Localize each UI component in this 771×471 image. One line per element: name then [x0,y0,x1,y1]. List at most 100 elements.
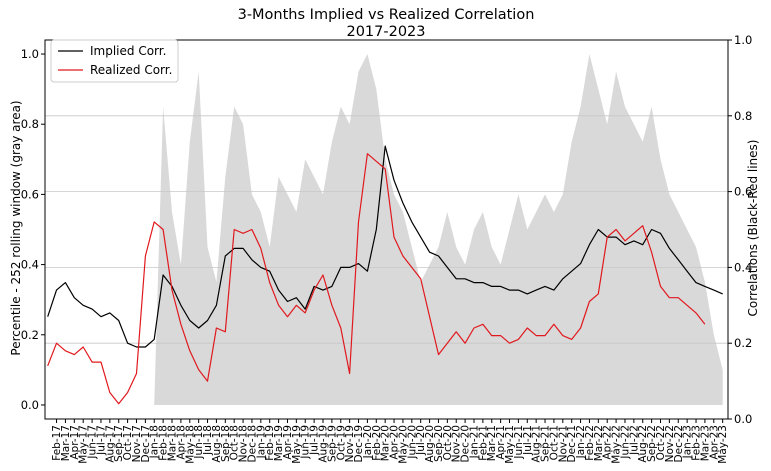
left-axis-title: Percentile - 252 rolling window (gray ar… [9,100,23,355]
x-tick-label: Dec-18 [246,425,258,462]
x-tick-label: Aug-18 [211,425,223,463]
x-tick-label: Jun-22 [620,425,632,460]
left-tick-label: 0.8 [21,117,39,131]
x-tick-label: Nov-18 [238,425,250,462]
legend-implied-label: Implied Corr. [90,44,166,58]
x-tick-label: Jan-21 [469,425,481,459]
x-tick-label: May-21 [504,425,516,464]
x-tick-label: Feb-21 [477,425,489,461]
x-tick-label: Mar-18 [167,425,179,461]
x-tick-label: Nov-19 [344,425,356,462]
x-tick-label: Jul-20 [415,425,427,456]
axes [44,39,729,420]
right-tick-label: 0.8 [734,109,752,123]
x-tick-label: Dec-20 [460,425,472,462]
x-tick-label: Feb-17 [51,425,63,461]
x-tick-label: Jul-22 [628,425,640,456]
x-tick-label: Nov-22 [664,425,676,462]
x-tick-label: Oct-19 [335,425,347,460]
x-tick-label: Jun-17 [87,425,99,460]
x-tick-label: Feb-18 [158,425,170,461]
x-tick-label: Mar-22 [593,425,605,461]
legend: Implied Corr. Realized Corr. [50,39,179,83]
x-tick-label: Aug-21 [531,425,543,463]
x-tick-label: Jul-18 [202,425,214,456]
x-tick-label: Sep-17 [113,425,125,462]
x-tick-label: Feb-20 [371,425,383,461]
x-tick-label: Apr-23 [708,425,720,460]
x-tick-label: Jun-21 [513,425,525,460]
x-tick-label: Apr-19 [282,425,294,460]
x-tick-label: Mar-19 [273,425,285,461]
x-tick-label: Dec-19 [353,425,365,462]
right-tick-label: 0.4 [734,260,752,274]
x-tick-label: May-20 [397,425,409,464]
x-tick-label: Oct-17 [122,425,134,460]
left-tick-label: 0.6 [21,187,39,201]
left-tick-label: 1.0 [21,47,39,61]
x-tick-label: Nov-17 [131,425,143,462]
x-tick-label: Mar-20 [380,425,392,461]
x-tick-label: Nov-21 [557,425,569,462]
x-tick-label: Jul-21 [522,425,534,456]
x-tick-label: Aug-17 [104,425,116,463]
right-y-ticks: 0.0 0.2 0.4 0.6 0.8 1.0 [728,33,752,426]
x-tick-label: Jun-18 [193,425,205,460]
chart-title: 3-Months Implied vs Realized Correlation [238,7,535,23]
x-tick-label: Jan-22 [575,425,587,459]
percentile-area-fill [154,54,723,405]
left-tick-label: 0.2 [21,328,39,342]
x-tick-label: Oct-22 [655,425,667,460]
plot-frame [44,39,729,420]
legend-realized-label: Realized Corr. [90,63,172,77]
left-tick-label: 0.0 [21,398,39,412]
x-tick-label: May-18 [184,425,196,464]
x-tick-label: Sep-22 [646,425,658,462]
x-tick-label: Jun-20 [406,425,418,460]
x-tick-label: Sep-21 [540,425,552,462]
x-tick-label: May-19 [291,425,303,464]
x-tick-label: Feb-19 [264,425,276,461]
x-tick-label: Sep-20 [433,425,445,462]
x-tick-label: Mar-21 [486,425,498,461]
x-tick-label: Apr-17 [69,425,81,460]
x-tick-label: Oct-20 [442,425,454,460]
right-tick-label: 0.2 [734,336,752,350]
x-tick-label: May-22 [611,425,623,464]
x-tick-label: Jan-20 [362,425,374,459]
x-tick-label: Oct-21 [548,425,560,460]
x-tick-label: Sep-19 [326,425,338,462]
x-tick-label: Aug-20 [424,425,436,463]
series-lines [47,145,723,405]
left-y-ticks: 0.0 0.2 0.4 0.6 0.8 1.0 [21,47,45,412]
x-tick-label: Jan-23 [682,425,694,459]
x-tick-label: Apr-20 [389,425,401,460]
x-tick-label: Dec-17 [140,425,152,462]
x-tick-label: Jan-18 [149,425,161,459]
x-tick-label: Apr-18 [175,425,187,460]
x-tick-label: Aug-22 [637,425,649,463]
right-tick-label: 1.0 [734,33,752,47]
x-tick-label: Apr-22 [602,425,614,460]
x-tick-label: Dec-21 [566,425,578,462]
x-tick-label: May-23 [717,425,729,464]
x-tick-label: Nov-20 [451,425,463,462]
x-tick-label: Sep-18 [220,425,232,462]
x-tick-label: Mar-17 [60,425,72,461]
x-tick-label: Jan-19 [255,425,267,459]
x-tick-label: Dec-22 [673,425,685,462]
percentile-area [154,54,723,405]
x-ticks: Feb-17Mar-17Apr-17May-17Jun-17Jul-17Aug-… [51,419,729,464]
right-tick-label: 0.0 [734,412,752,426]
x-tick-label: Jul-17 [96,425,108,456]
left-tick-label: 0.4 [21,258,39,272]
x-tick-label: Feb-23 [691,425,703,461]
right-tick-label: 0.6 [734,185,752,199]
right-axis-title: Correlations (Black-Red lines) [746,140,760,317]
implied-corr-line [47,145,723,348]
x-tick-label: Apr-21 [495,425,507,460]
x-tick-label: May-17 [78,425,90,464]
realized-corr-line [47,153,706,405]
x-tick-label: Mar-23 [699,425,711,461]
